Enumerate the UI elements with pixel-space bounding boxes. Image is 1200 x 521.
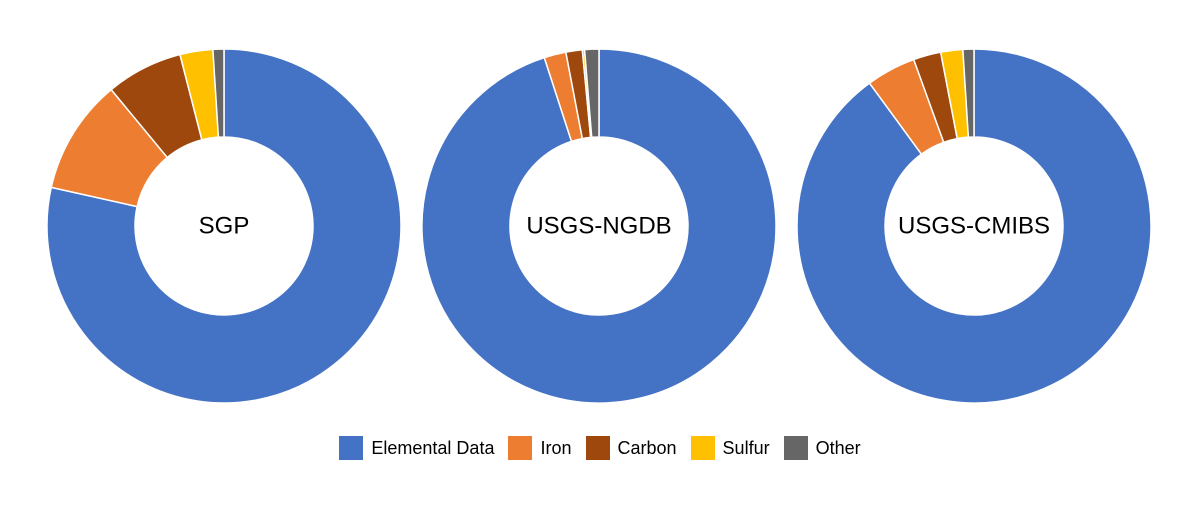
legend-swatch-sulfur <box>690 436 715 460</box>
legend-item-sulfur: Sulfur <box>690 436 770 460</box>
slice-usgs-cmibs-other <box>962 48 975 138</box>
legend-swatch-elemental-data <box>339 436 364 460</box>
slice-usgs-ngdb-elemental-data <box>421 48 777 404</box>
legend-item-iron: Iron <box>508 436 572 460</box>
legend-item-carbon: Carbon <box>585 436 677 460</box>
donut-sgp: SGP <box>46 48 402 404</box>
legend-label-sulfur: Sulfur <box>722 437 770 458</box>
legend-label-carbon: Carbon <box>617 437 677 458</box>
legend: Elemental Data Iron Carbon Sulfur Other <box>0 434 1200 462</box>
legend-label-iron: Iron <box>540 437 572 458</box>
legend-swatch-iron <box>508 436 533 460</box>
legend-label-elemental-data: Elemental Data <box>371 437 495 458</box>
donut-label-usgs-cmibs: USGS-CMIBS <box>898 213 1050 240</box>
donut-usgs-ngdb: USGS-NGDB <box>421 48 777 404</box>
legend-swatch-carbon <box>585 436 610 460</box>
donut-usgs-cmibs: USGS-CMIBS <box>796 48 1152 404</box>
slice-usgs-cmibs-elemental-data <box>796 48 1152 404</box>
legend-item-elemental-data: Elemental Data <box>339 436 494 460</box>
legend-label-other: Other <box>815 437 861 458</box>
legend-swatch-other <box>783 436 808 460</box>
slice-usgs-ngdb-other <box>583 48 600 139</box>
legend-item-other: Other <box>783 436 861 460</box>
donut-label-sgp: SGP <box>199 213 250 240</box>
slice-sgp-elemental-data <box>46 48 402 404</box>
donut-label-usgs-ngdb: USGS-NGDB <box>526 213 671 240</box>
slice-sgp-other <box>212 48 225 138</box>
